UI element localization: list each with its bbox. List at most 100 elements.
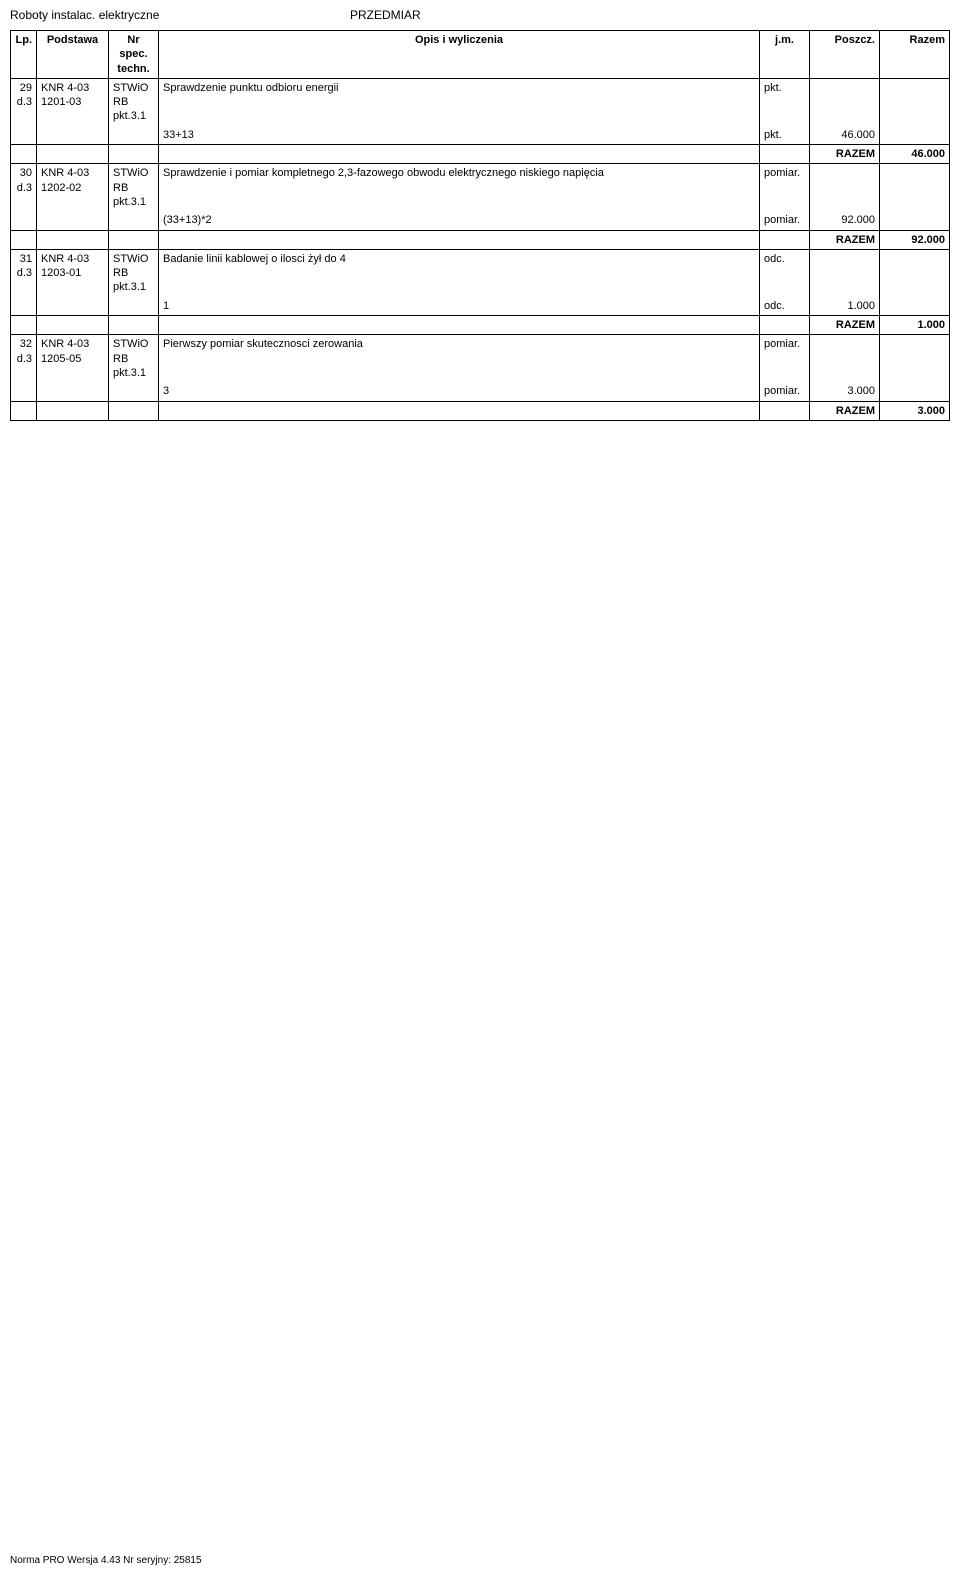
cell-nr — [109, 401, 159, 420]
cell-razem — [880, 211, 950, 230]
cell-nr — [109, 126, 159, 145]
cell-calc-jm: pomiar. — [760, 211, 810, 230]
cell-opis — [159, 145, 760, 164]
cell-razem — [880, 164, 950, 211]
cell-poszcz — [810, 249, 880, 296]
cell-podstawa — [37, 211, 109, 230]
cell-jm — [760, 316, 810, 335]
cell-podstawa — [37, 401, 109, 420]
cell-lp — [11, 126, 37, 145]
cell-poszcz — [810, 335, 880, 382]
cell-jm: odc. — [760, 249, 810, 296]
cell-razem-label: RAZEM — [810, 316, 880, 335]
cell-nr — [109, 230, 159, 249]
cell-poszcz — [810, 78, 880, 125]
cell-calc-val: 1.000 — [810, 297, 880, 316]
cell-podstawa: KNR 4-031203-01 — [37, 249, 109, 296]
cell-razem-val: 46.000 — [880, 145, 950, 164]
cell-nr: STWiO RB pkt.3.1 — [109, 335, 159, 382]
table-row: 31d.3 KNR 4-031203-01 STWiO RB pkt.3.1 B… — [11, 249, 950, 296]
cell-podstawa — [37, 230, 109, 249]
cell-podstawa — [37, 297, 109, 316]
cell-razem — [880, 297, 950, 316]
footer-text: Norma PRO Wersja 4.43 Nr seryjny: 25815 — [10, 1555, 202, 1566]
header-left: Roboty instalac. elektryczne — [10, 8, 350, 22]
cell-podstawa — [37, 126, 109, 145]
cell-razem — [880, 382, 950, 401]
cell-nr: STWiO RB pkt.3.1 — [109, 164, 159, 211]
cell-jm: pkt. — [760, 78, 810, 125]
cell-lp — [11, 230, 37, 249]
cell-lp — [11, 211, 37, 230]
table-row: 30d.3 KNR 4-031202-02 STWiO RB pkt.3.1 S… — [11, 164, 950, 211]
cell-lp — [11, 145, 37, 164]
cell-opis: Badanie linii kablowej o ilosci żył do 4 — [159, 249, 760, 296]
col-poszcz: Poszcz. — [810, 31, 880, 79]
cell-razem — [880, 335, 950, 382]
cell-razem-label: RAZEM — [810, 145, 880, 164]
cell-calc-val: 92.000 — [810, 211, 880, 230]
cell-razem-val: 3.000 — [880, 401, 950, 420]
cell-calc: (33+13)*2 — [159, 211, 760, 230]
table-row: 29d.3 KNR 4-031201-03 STWiO RB pkt.3.1 S… — [11, 78, 950, 125]
col-nr: Nr spec. techn. — [109, 31, 159, 79]
cell-lp: 31d.3 — [11, 249, 37, 296]
cell-opis: Pierwszy pomiar skutecznosci zerowania — [159, 335, 760, 382]
cell-podstawa — [37, 382, 109, 401]
cell-lp — [11, 297, 37, 316]
cell-calc-val: 46.000 — [810, 126, 880, 145]
cell-razem — [880, 249, 950, 296]
cell-calc-val: 3.000 — [810, 382, 880, 401]
cell-calc: 33+13 — [159, 126, 760, 145]
cell-razem-val: 1.000 — [880, 316, 950, 335]
cell-podstawa — [37, 316, 109, 335]
cell-opis — [159, 401, 760, 420]
table-row-calc: (33+13)*2 pomiar. 92.000 — [11, 211, 950, 230]
cell-jm: pomiar. — [760, 164, 810, 211]
cell-jm — [760, 230, 810, 249]
cell-opis: Sprawdzenie punktu odbioru energii — [159, 78, 760, 125]
cell-opis: Sprawdzenie i pomiar kompletnego 2,3-faz… — [159, 164, 760, 211]
cell-calc: 1 — [159, 297, 760, 316]
cell-nr: STWiO RB pkt.3.1 — [109, 249, 159, 296]
table-row-razem: RAZEM 3.000 — [11, 401, 950, 420]
table-row-razem: RAZEM 1.000 — [11, 316, 950, 335]
cell-podstawa: KNR 4-031202-02 — [37, 164, 109, 211]
cell-lp — [11, 316, 37, 335]
table-row-calc: 33+13 pkt. 46.000 — [11, 126, 950, 145]
cell-razem-label: RAZEM — [810, 230, 880, 249]
cell-lp: 30d.3 — [11, 164, 37, 211]
header-center: PRZEDMIAR — [350, 8, 950, 22]
page-header: Roboty instalac. elektryczne PRZEDMIAR — [10, 8, 950, 22]
cell-nr — [109, 316, 159, 335]
cell-nr: STWiO RB pkt.3.1 — [109, 78, 159, 125]
cell-razem — [880, 126, 950, 145]
cell-opis — [159, 230, 760, 249]
cell-nr — [109, 382, 159, 401]
cell-razem-label: RAZEM — [810, 401, 880, 420]
cell-nr — [109, 297, 159, 316]
table-row-calc: 1 odc. 1.000 — [11, 297, 950, 316]
cell-calc-jm: pomiar. — [760, 382, 810, 401]
col-podstawa: Podstawa — [37, 31, 109, 79]
cell-calc: 3 — [159, 382, 760, 401]
cell-podstawa: KNR 4-031201-03 — [37, 78, 109, 125]
cell-razem-val: 92.000 — [880, 230, 950, 249]
cell-jm — [760, 401, 810, 420]
cell-calc-jm: pkt. — [760, 126, 810, 145]
cell-jm — [760, 145, 810, 164]
cell-podstawa — [37, 145, 109, 164]
table-row-razem: RAZEM 46.000 — [11, 145, 950, 164]
cell-lp — [11, 401, 37, 420]
cell-opis — [159, 316, 760, 335]
cell-nr — [109, 211, 159, 230]
col-jm: j.m. — [760, 31, 810, 79]
cell-lp: 32d.3 — [11, 335, 37, 382]
table-row: 32d.3 KNR 4-031205-05 STWiO RB pkt.3.1 P… — [11, 335, 950, 382]
table-row-calc: 3 pomiar. 3.000 — [11, 382, 950, 401]
col-lp: Lp. — [11, 31, 37, 79]
col-razem: Razem — [880, 31, 950, 79]
col-opis: Opis i wyliczenia — [159, 31, 760, 79]
przedmiar-table: Lp. Podstawa Nr spec. techn. Opis i wyli… — [10, 30, 950, 421]
table-header-row: Lp. Podstawa Nr spec. techn. Opis i wyli… — [11, 31, 950, 79]
